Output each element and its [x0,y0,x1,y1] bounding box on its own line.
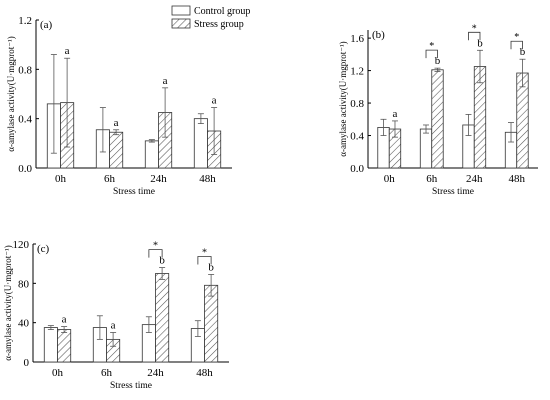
significance-bracket [197,256,212,265]
control-bar [43,327,58,363]
significance-star: * [429,41,434,52]
significance-letter: a [65,45,70,57]
significance-letter: b [435,55,441,67]
significance-bracket [425,49,438,59]
significance-star: * [472,23,477,34]
y-tick-label: 0.8 [18,64,32,76]
panel-b-chart: 0.0 0.4 0.8 1.2 1.6 (b) α-amylase activity(U·m… [338,23,538,197]
y-tick-label: 40 [18,318,30,330]
control-bar [193,118,208,169]
panel-label: (b) [372,29,385,41]
significance-star: * [202,247,207,258]
y-axis-title: α-amylase activity(U·mgprot⁻¹) [338,41,348,156]
significance-bracket [468,31,481,41]
significance-letter: b [208,261,214,273]
y-tick-label: 80 [18,278,30,290]
significance-letter: b [477,37,483,49]
significance-letter: b [159,255,165,267]
panel-c-chart: 0 40 80 120 (c) α-amylase activity(U·mgprot⁻¹… [3,239,229,391]
x-tick-label: 48h [509,173,526,185]
x-tick-label: 6h [426,173,438,185]
significance-letter: a [163,75,168,87]
stress-bar [57,329,72,363]
y-tick-label: 0 [24,357,30,369]
legend-control-swatch [171,5,191,16]
x-axis-title: Stress time [432,187,474,197]
x-tick-label: 24h [466,173,483,185]
stress-bar [109,131,124,169]
y-tick-label: 1.2 [350,66,364,78]
y-tick-label: 1.6 [350,33,364,45]
x-tick-label: 6h [104,173,116,185]
y-axis-title: α-amylase activity(U·mgprot⁻¹) [6,36,16,151]
panel-a-chart: 0.0 0.4 0.8 1.2 (a) α-amylase activity(U·mgpr… [6,15,232,197]
x-tick-label: 0h [52,367,64,379]
x-tick-label: 0h [384,173,396,185]
y-tick-label: 120 [13,239,30,251]
x-tick-label: 6h [101,367,113,379]
y-tick-label: 0.4 [18,114,32,126]
x-tick-label: 24h [147,367,164,379]
y-axis-title: α-amylase activity(U·mgprot⁻¹) [3,245,13,360]
stress-bar [155,273,170,363]
x-tick-label: 48h [196,367,213,379]
control-bar [144,140,159,169]
y-tick-label: 0.8 [350,98,364,110]
significance-letter: a [393,108,398,120]
panel-label: (a) [40,19,53,31]
x-axis-title: Stress time [113,187,155,197]
y-tick-label: 0.0 [18,163,32,175]
legend-control-label: Control group [194,6,250,17]
stress-bar [431,69,444,169]
significance-star: * [514,32,519,43]
y-tick-label: 0.0 [350,163,364,175]
x-tick-label: 48h [199,173,216,185]
significance-letter: b [520,46,526,58]
significance-star: * [153,241,158,252]
significance-letter: a [62,314,67,326]
legend-stress-swatch [171,18,191,29]
significance-bracket [148,249,163,258]
y-tick-label: 1.2 [18,15,32,27]
significance-letter: a [212,95,217,107]
x-axis-title: Stress time [110,381,152,391]
control-bar [419,128,433,169]
x-tick-label: 24h [150,173,167,185]
x-tick-label: 0h [55,173,67,185]
y-tick-label: 0.4 [350,131,364,143]
legend-stress-label: Stress group [194,19,244,30]
stress-bar [516,72,529,169]
stress-bar [204,284,219,363]
panel-label: (c) [37,243,50,255]
significance-letter: a [111,320,116,332]
legend: Control group Stress group [171,5,250,30]
significance-bracket [510,40,523,50]
significance-letter: a [114,117,119,129]
